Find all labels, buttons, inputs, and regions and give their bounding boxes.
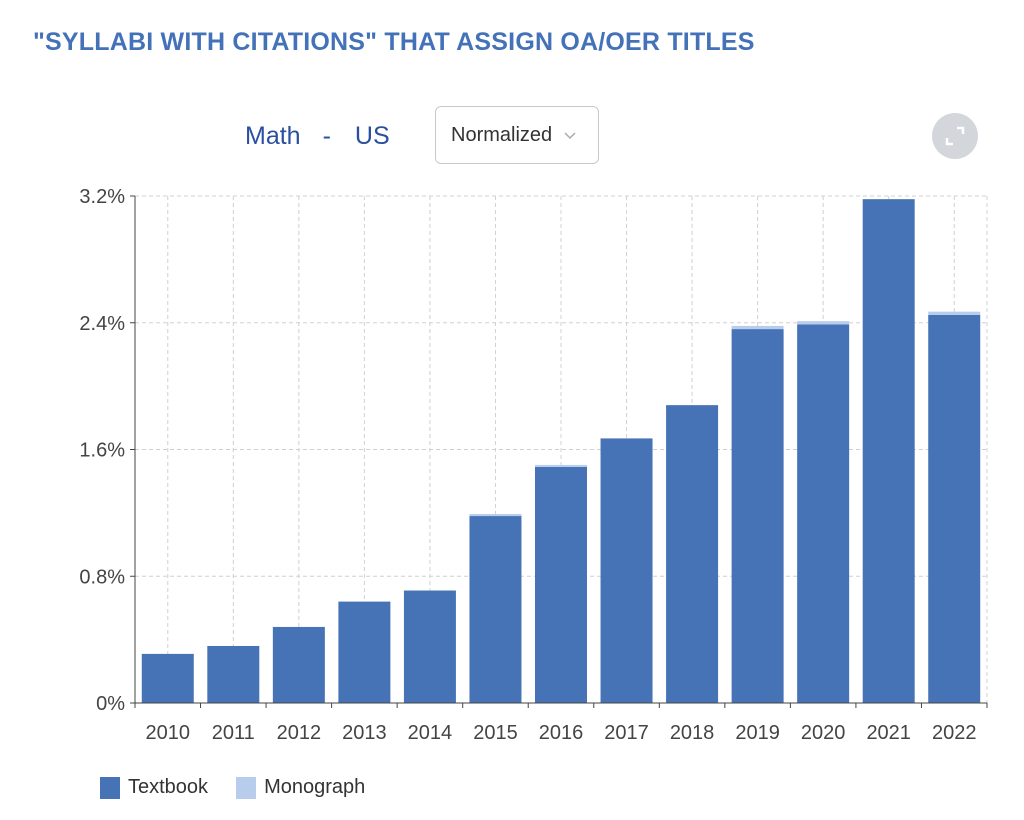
y-tick-label: 1.6%	[79, 440, 125, 462]
bar-monograph-2019	[731, 325, 784, 330]
bar-textbook-2010	[141, 653, 194, 703]
bar-textbook-2011	[207, 645, 260, 703]
bar-monograph-2022	[928, 311, 981, 315]
x-tick-label: 2013	[342, 722, 387, 744]
normalization-dropdown[interactable]: Normalized	[435, 106, 599, 164]
x-tick-label: 2015	[473, 722, 518, 744]
bar-textbook-2019	[731, 329, 784, 703]
bar-chart: 0% 0.8% 1.6% 2.4% 3.2% 2010 2011 2012 2013 2014 20…	[79, 186, 988, 744]
subject-selector-row: Math - US	[245, 122, 390, 151]
x-tick-label: 2022	[932, 722, 977, 744]
dropdown-value: Normalized	[451, 123, 553, 146]
x-tick-label: 2014	[408, 722, 453, 744]
bar-textbook-2020	[797, 324, 850, 703]
legend-item-textbook[interactable]: Textbook	[100, 776, 208, 799]
bar-textbook-2022	[928, 314, 981, 703]
x-tick-label: 2019	[735, 722, 780, 744]
subject-separator: -	[322, 122, 331, 150]
x-tick-label: 2018	[670, 722, 715, 744]
expand-icon	[945, 126, 965, 146]
chevron-down-icon	[564, 129, 576, 143]
x-tick-label: 2016	[539, 722, 584, 744]
x-tick-label: 2021	[866, 722, 911, 744]
bar-textbook-2015	[469, 516, 522, 703]
chart-title: "SYLLABI WITH CITATIONS" THAT ASSIGN OA/…	[33, 28, 755, 56]
chart-legend: Textbook Monograph	[100, 776, 393, 799]
expand-button[interactable]	[932, 113, 978, 159]
y-tick-label: 2.4%	[79, 313, 125, 335]
y-tick-label: 3.2%	[79, 186, 125, 208]
x-tick-label: 2010	[146, 722, 191, 744]
bar-textbook-2018	[666, 405, 719, 703]
legend-label-monograph: Monograph	[264, 776, 366, 798]
bar-textbook-2016	[535, 466, 587, 703]
x-tick-label: 2011	[212, 722, 255, 744]
bar-textbook-2021	[862, 199, 915, 703]
x-tick-label: 2020	[801, 722, 846, 744]
region-label[interactable]: US	[354, 122, 390, 150]
y-tick-label: 0%	[96, 693, 125, 715]
legend-swatch-textbook	[100, 776, 120, 799]
legend-item-monograph[interactable]: Monograph	[236, 776, 365, 799]
bar-textbook-2013	[338, 601, 391, 703]
bar-monograph-2016	[535, 464, 587, 467]
legend-swatch-monograph	[236, 776, 257, 799]
x-tick-label: 2012	[277, 722, 322, 744]
subject-label[interactable]: Math	[245, 122, 301, 150]
bar-textbook-2012	[272, 626, 325, 703]
bar-textbook-2014	[403, 590, 456, 703]
legend-label-textbook: Textbook	[128, 776, 209, 798]
bar-monograph-2020	[797, 321, 850, 325]
y-tick-label: 0.8%	[79, 566, 125, 588]
bar-textbook-2017	[600, 438, 653, 703]
bar-monograph-2015	[469, 514, 522, 517]
x-tick-label: 2017	[604, 722, 649, 744]
